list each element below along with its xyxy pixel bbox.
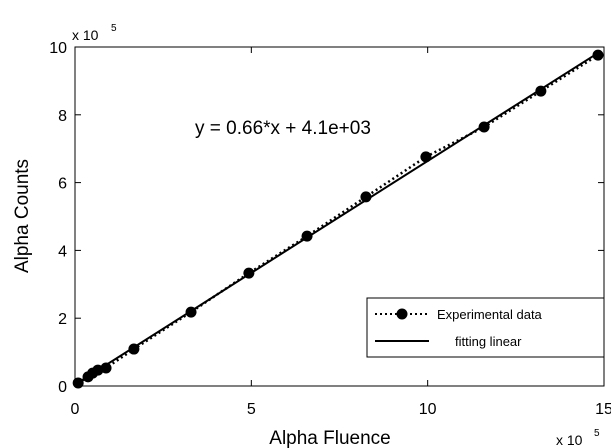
data-point	[100, 362, 112, 374]
y-tick-label: 6	[58, 176, 67, 193]
y-tick-label: 2	[58, 311, 67, 328]
x-axis-label: Alpha Fluence	[269, 428, 390, 448]
y-tick-label: 4	[58, 243, 67, 260]
y-axis-label: Alpha Counts	[12, 159, 33, 273]
legend-marker	[396, 308, 408, 320]
y-tick-label: 8	[58, 108, 67, 125]
x-tick-label: 5	[247, 401, 256, 418]
x-scale-base: x 10	[556, 432, 583, 448]
legend-label: fitting linear	[455, 334, 522, 349]
data-point	[360, 191, 372, 203]
x-tick-label: 15	[595, 401, 611, 418]
x-tick-label: 10	[419, 401, 437, 418]
y-scale-exponent: 5	[111, 23, 117, 34]
fit-equation: y = 0.66*x + 4.1e+03	[195, 118, 371, 139]
legend-box	[366, 297, 605, 358]
x-tick-label: 0	[71, 401, 80, 418]
y-tick-label: 10	[49, 40, 67, 57]
x-scale-exponent: 5	[594, 428, 600, 439]
legend-label: Experimental data	[437, 307, 543, 322]
series-line	[74, 50, 602, 386]
y-tick-label: 0	[58, 379, 67, 396]
y-scale-base: x 10	[72, 27, 99, 43]
plot-area	[74, 46, 605, 387]
